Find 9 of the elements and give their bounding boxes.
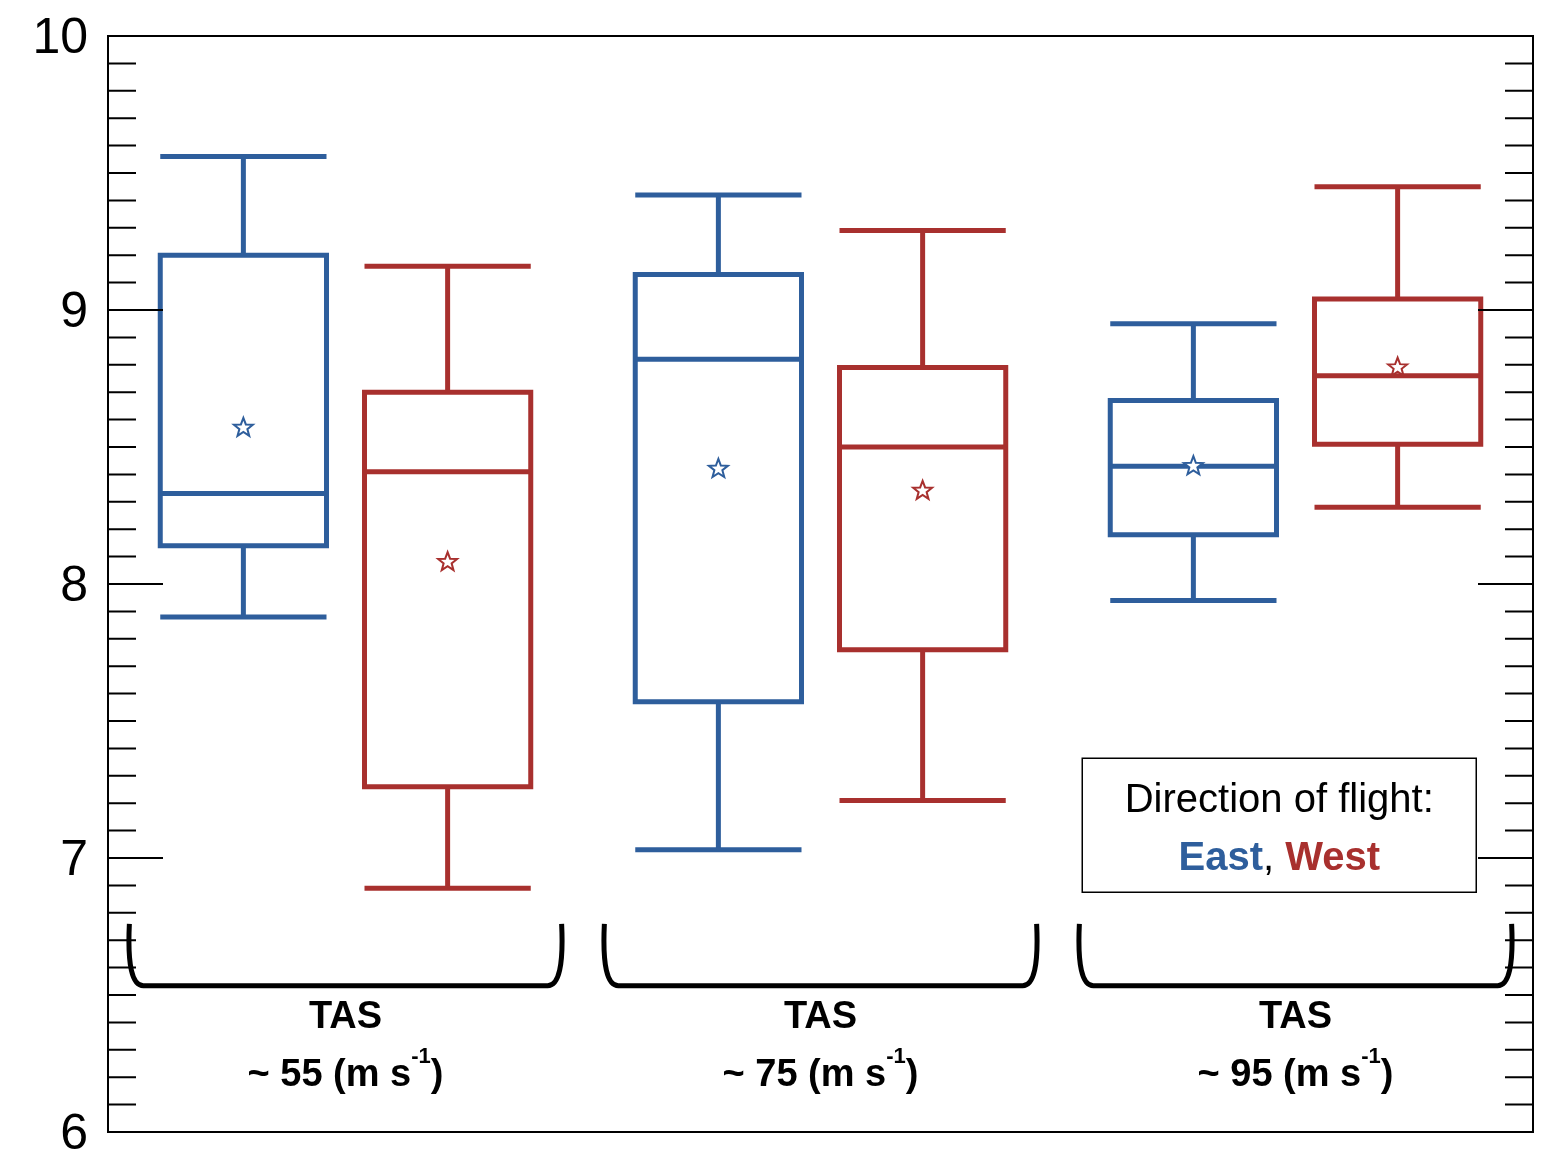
text: West — [1285, 834, 1381, 879]
y-tick-label: 8 — [60, 556, 88, 612]
text: East — [1178, 834, 1263, 879]
y-tick-label: 7 — [60, 830, 88, 886]
annotation: , — [1262, 834, 1286, 879]
y-tick-label: 9 — [60, 282, 88, 338]
y-tick-label: 6 — [60, 1104, 88, 1160]
legend-title: Direction of flight: — [1124, 776, 1434, 821]
y-tick-label: 10 — [32, 8, 88, 64]
